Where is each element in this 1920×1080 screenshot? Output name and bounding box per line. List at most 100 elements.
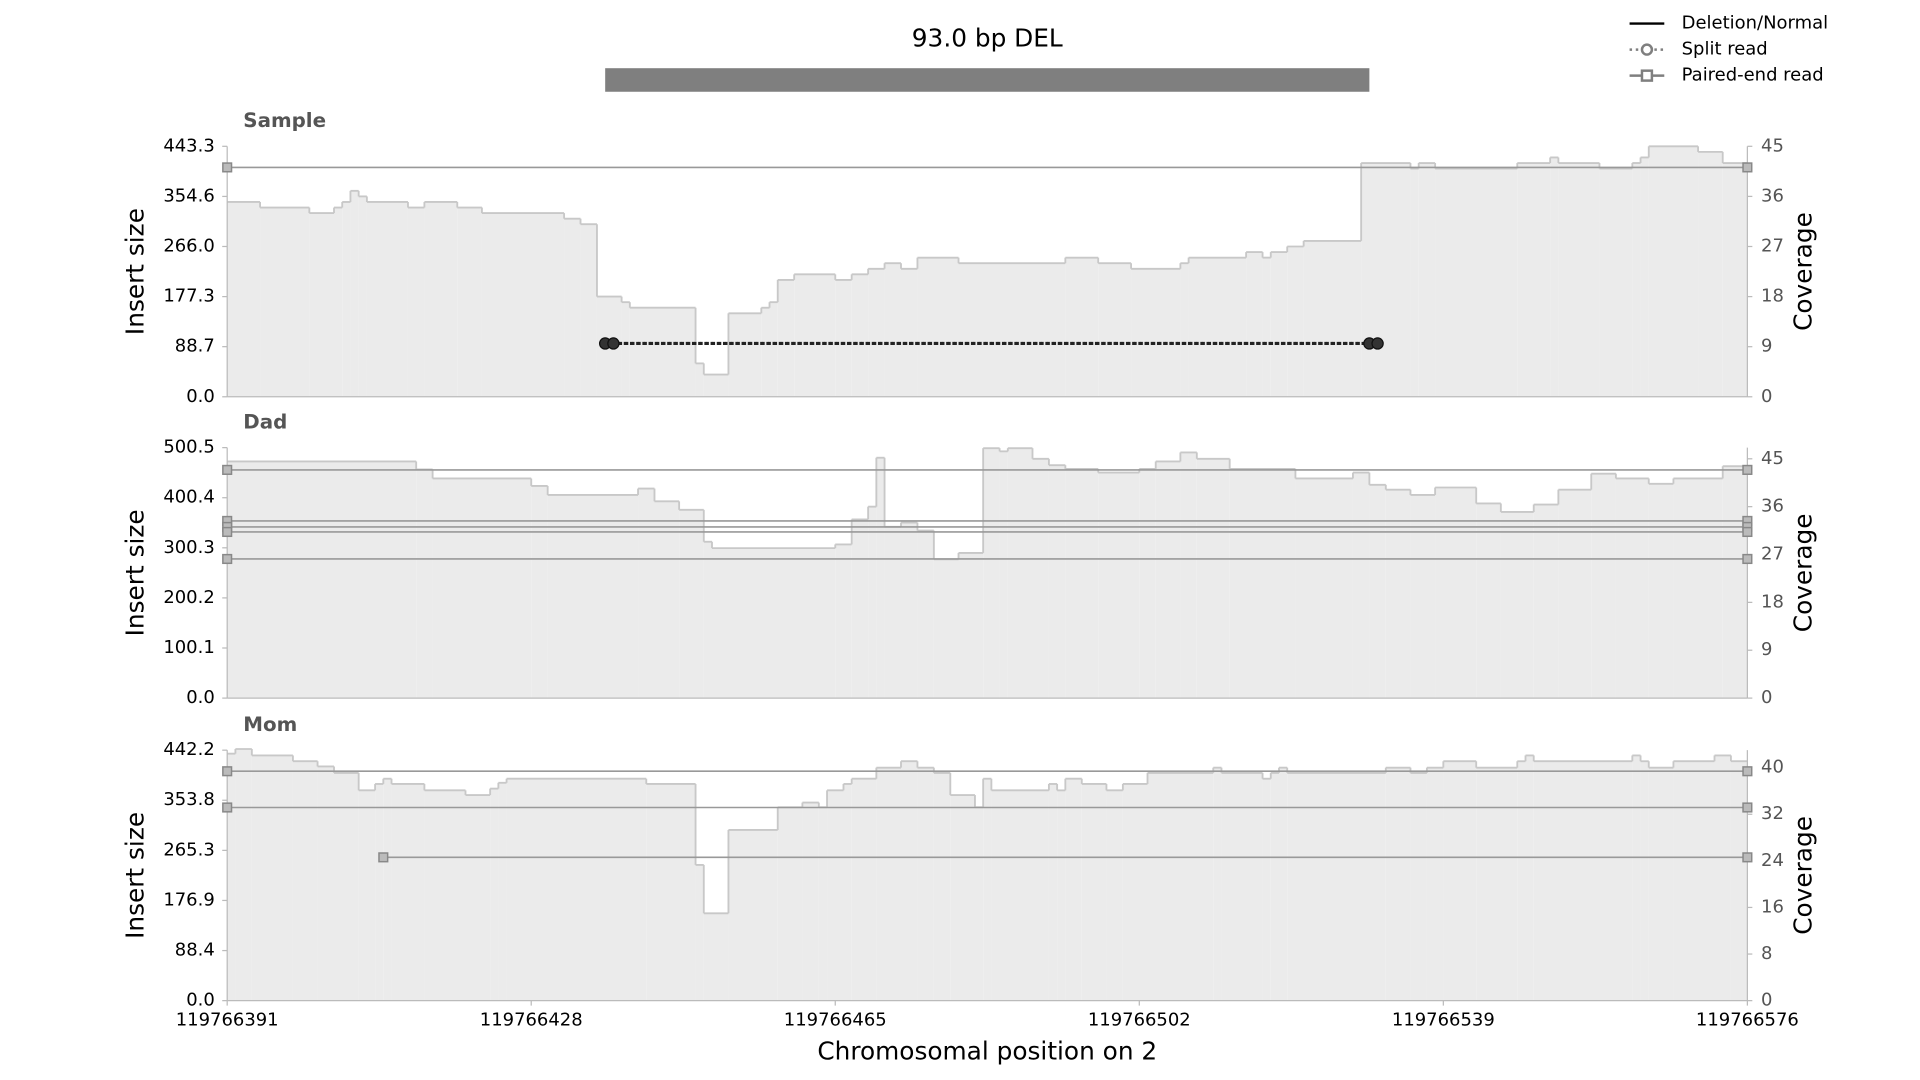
panel-title: Dad [243, 410, 287, 433]
coverage-step [424, 201, 458, 397]
coverage-step [1476, 767, 1518, 1001]
y2-tick-label: 36 [1761, 185, 1784, 206]
coverage-step [1098, 472, 1140, 699]
y-tick-label: 100.1 [163, 637, 214, 658]
coverage-step [1558, 489, 1592, 699]
coverage-step [1648, 767, 1674, 1001]
coverage-step [1476, 503, 1501, 699]
paired-end-marker [222, 526, 233, 538]
coverage-step [317, 766, 335, 1001]
paired-end-marker [378, 852, 389, 863]
coverage-step [490, 788, 499, 1001]
panel-title: Sample [243, 109, 326, 132]
coverage-step [621, 302, 630, 397]
coverage-step [983, 448, 1000, 699]
paired-end-marker [1742, 553, 1753, 565]
x-axis-label: Chromosomal position on 2 [817, 1037, 1157, 1066]
x-tick-label: 119766502 [1088, 1009, 1191, 1030]
coverage-step [407, 207, 425, 397]
coverage-step [1057, 790, 1066, 1001]
coverage-step [777, 279, 795, 397]
coverage-step [900, 522, 918, 699]
coverage-step [703, 374, 729, 397]
coverage-step [958, 263, 1066, 397]
coverage-step [424, 790, 466, 1001]
coverage-step [1730, 761, 1748, 1001]
coverage-step [432, 478, 532, 699]
x-tick-label: 119766576 [1696, 1009, 1799, 1030]
coverage-step [983, 778, 992, 1001]
coverage-step [260, 207, 310, 397]
coverage-step [851, 778, 877, 1001]
coverage-step [1032, 458, 1049, 699]
panel-title: Mom [243, 713, 297, 736]
y2-tick-label: 45 [1761, 135, 1784, 156]
coverage-step [358, 790, 376, 1001]
coverage-step [974, 807, 984, 1001]
coverage-step [728, 829, 778, 1001]
y2-tick-label: 9 [1761, 336, 1772, 357]
coverage-step [547, 494, 639, 699]
coverage-step [227, 753, 236, 1001]
coverage-step [917, 767, 934, 1001]
coverage-step [1065, 468, 1099, 699]
coverage-step [1278, 767, 1288, 1001]
y-tick-label: 300.3 [163, 537, 214, 558]
coverage-step [1640, 761, 1649, 1001]
coverage-step [1131, 268, 1181, 397]
coverage-step [876, 457, 885, 699]
coverage-step [1722, 163, 1748, 397]
y-axis-label: Insert size [121, 812, 150, 939]
coverage-step [1180, 452, 1197, 699]
y-axis-label: Insert size [121, 208, 150, 335]
coverage-step [391, 783, 425, 1001]
y-tick-label: 353.8 [163, 789, 214, 810]
y2-tick-label: 27 [1761, 544, 1784, 565]
coverage-step [999, 451, 1008, 699]
coverage-step [1139, 468, 1156, 699]
coverage-step [1065, 257, 1099, 397]
x-tick-label: 119766391 [176, 1009, 279, 1030]
y-tick-label: 200.2 [163, 587, 214, 608]
coverage-step [1122, 783, 1148, 1001]
coverage-step [827, 790, 844, 1001]
chart-title: 93.0 bp DEL [912, 24, 1063, 53]
coverage-step [1673, 478, 1723, 699]
y-tick-label: 265.3 [163, 839, 214, 860]
paired-end-marker [222, 553, 233, 565]
coverage-step [1648, 146, 1699, 397]
coverage-step [1352, 472, 1370, 699]
coverage-step [1435, 487, 1477, 699]
coverage-step [1065, 778, 1082, 1001]
coverage-step [1270, 772, 1279, 1001]
coverage-step [1361, 163, 1411, 397]
legend-marker [1640, 43, 1654, 56]
coverage-step [506, 778, 647, 1001]
coverage-step [342, 201, 351, 397]
y2-tick-label: 18 [1761, 591, 1784, 612]
paired-end-marker [222, 802, 233, 813]
coverage-step [1673, 761, 1715, 1001]
coverage-step [950, 795, 975, 1001]
y2-tick-label: 0 [1761, 687, 1772, 708]
coverage-step [1615, 478, 1649, 699]
coverage-step [1426, 767, 1444, 1001]
coverage-step [851, 274, 869, 397]
coverage-step [868, 506, 877, 699]
coverage-step [876, 767, 901, 1001]
coverage-step [851, 519, 869, 699]
coverage-step [1007, 448, 1033, 699]
coverage-step [1418, 163, 1436, 397]
coverage-step [1599, 168, 1633, 397]
coverage-step [1303, 240, 1362, 397]
y-tick-label: 400.4 [163, 487, 214, 508]
split-read-marker [607, 337, 620, 350]
coverage-step [580, 224, 597, 397]
paired-end-marker [222, 464, 233, 475]
y-tick-label: 442.2 [163, 739, 214, 760]
coverage-step [457, 207, 482, 397]
paired-end-marker [1742, 852, 1753, 863]
coverage-step [334, 207, 343, 397]
coverage-step [227, 461, 417, 699]
coverage-step [251, 755, 293, 1001]
